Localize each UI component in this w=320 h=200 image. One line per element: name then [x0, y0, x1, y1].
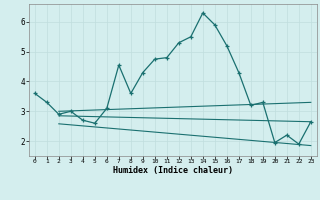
- X-axis label: Humidex (Indice chaleur): Humidex (Indice chaleur): [113, 166, 233, 175]
